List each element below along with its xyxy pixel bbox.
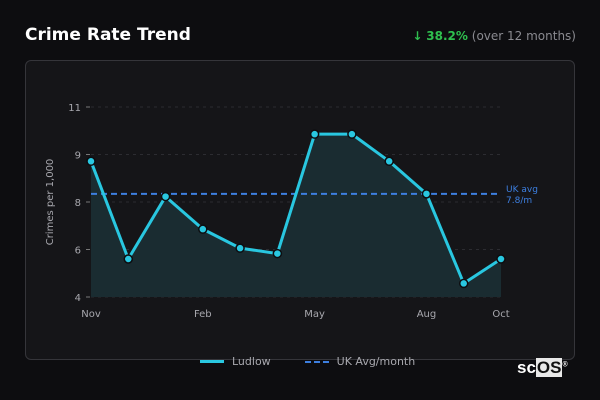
change-note: (over 12 months): [471, 29, 576, 43]
down-arrow-icon: ↓: [412, 29, 423, 43]
x-tick-label: May: [304, 309, 325, 320]
data-point: [309, 129, 320, 139]
trend-change: ↓ 38.2% (over 12 months): [412, 29, 576, 43]
data-point: [272, 248, 283, 259]
x-tick-label: Nov: [81, 309, 101, 320]
data-point: [160, 191, 171, 202]
x-tick-label: Aug: [417, 309, 437, 320]
legend: Ludlow UK Avg/month: [200, 355, 415, 368]
uk-avg-value: 7.8/m: [506, 196, 532, 206]
data-point: [86, 156, 96, 167]
data-point: [496, 254, 506, 264]
chart-title: Crime Rate Trend: [25, 25, 191, 45]
data-point: [421, 189, 432, 199]
x-tick-label: Feb: [194, 309, 212, 320]
data-point: [123, 254, 134, 264]
legend-swatch-ludlow: [200, 360, 224, 363]
series-line-ludlow: [89, 132, 502, 285]
data-point: [198, 224, 208, 234]
data-point: [347, 129, 357, 139]
legend-label-uk-avg[interactable]: UK Avg/month: [336, 355, 416, 368]
y-tick-label: 11: [68, 103, 81, 114]
data-point: [458, 278, 469, 289]
change-percent: 38.2%: [426, 29, 468, 43]
y-tick-label: 9: [75, 151, 81, 162]
y-tick-label: 6: [75, 246, 81, 257]
series-area: [91, 134, 501, 297]
legend-label-ludlow[interactable]: Ludlow: [232, 355, 271, 368]
legend-swatch-uk-avg: [304, 360, 329, 363]
data-point: [384, 156, 394, 167]
y-tick-label: 8: [75, 198, 81, 209]
data-point: [235, 243, 245, 253]
y-tick-label: 4: [75, 293, 81, 304]
y-axis-label: Crimes per 1,000: [45, 159, 56, 246]
uk-avg-label: UK avg: [506, 185, 538, 195]
x-tick-label: Oct: [492, 309, 509, 320]
scos-logo: scOS®: [517, 358, 568, 377]
